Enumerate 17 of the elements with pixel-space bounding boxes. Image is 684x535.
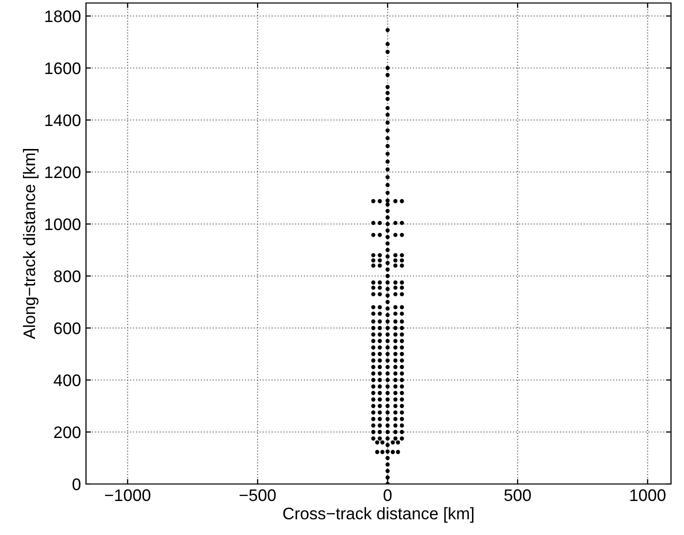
- y-tick-label: 1800: [45, 10, 80, 22]
- x-axis-title: Cross−track distance [km]: [283, 507, 474, 523]
- y-tick-label: 200: [54, 426, 80, 438]
- y-tick-label: 600: [54, 322, 80, 334]
- x-tick-label: −500: [240, 489, 276, 502]
- y-tick-label: 1600: [45, 62, 80, 74]
- y-tick-label: 0: [72, 478, 80, 490]
- y-tick-label: 1400: [45, 114, 80, 126]
- y-tick-label: 400: [54, 374, 80, 386]
- y-tick-label: 1000: [45, 218, 80, 230]
- x-tick-label: −1000: [105, 489, 150, 502]
- y-axis-title: Along−track distance [km]: [22, 149, 39, 340]
- y-tick-label: 800: [54, 270, 80, 282]
- x-tick-label: 0: [384, 489, 392, 502]
- x-tick-label: 1000: [630, 489, 666, 502]
- y-tick-label: 1200: [45, 166, 80, 178]
- x-tick-label: 500: [504, 489, 531, 502]
